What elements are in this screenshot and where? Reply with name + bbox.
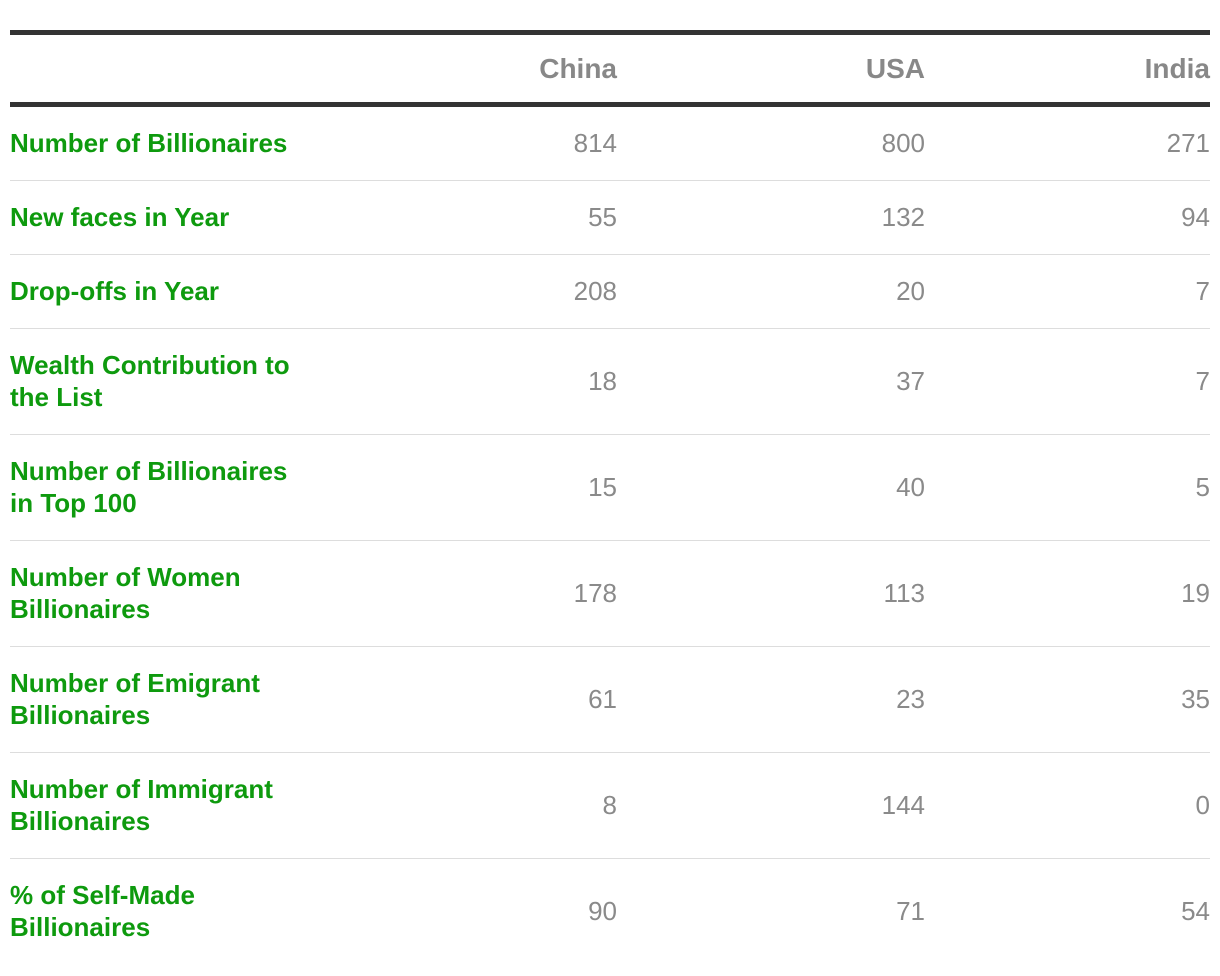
cell-value: 0 [925,752,1210,859]
column-header: USA [617,30,925,107]
table-row: Number of Billionaires 814 800 271 [10,104,1210,181]
cell-value: 19 [925,540,1210,647]
row-label: New faces in Year [10,180,310,255]
cell-value: 90 [588,896,617,926]
table-row: Number of Emigrant Billionaires 61 23 35 [10,646,1210,753]
cell-value: 5 [925,434,1210,541]
row-label: Wealth Contribution to the List [10,328,310,435]
row-label: Number of Immigrant Billionaires [10,752,310,859]
table-row: Wealth Contribution to the List 18 37 7 [10,328,1210,435]
cell-value: 40 [617,434,925,541]
table-row: Number of Billionaires in Top 100 15 40 5 [10,434,1210,541]
row-label: % of Self-Made Billionaires [10,880,195,942]
cell-value: 178 [310,540,617,647]
data-table: China USA India Number of Billionaires 814 8… [10,30,1210,964]
header-row: China USA India [10,30,1210,107]
cell-value: 144 [617,752,925,859]
row-label: Drop-offs in Year [10,254,310,329]
table-row: Number of Women Billionaires 178 113 19 [10,540,1210,647]
cell-value: 132 [617,180,925,255]
cell-value: 7 [925,328,1210,435]
row-label: Number of Women Billionaires [10,540,310,647]
cell-value: 35 [925,646,1210,753]
cell-value: 8 [310,752,617,859]
cell-value: 814 [310,104,617,181]
cell-value: 54 [1181,896,1210,926]
cell-value: 94 [925,180,1210,255]
cell-value: 208 [310,254,617,329]
header-corner [10,30,310,107]
table-body: Number of Billionaires 814 800 271 New faces… [10,104,1210,965]
table-header: China USA India [10,30,1210,107]
cell-value: 20 [617,254,925,329]
column-header: India [925,30,1210,107]
cell-value: 37 [617,328,925,435]
cell-value: 271 [925,104,1210,181]
table-row: New faces in Year 55 132 94 [10,180,1210,255]
cell-value: 113 [617,540,925,647]
table-row: Number of Immigrant Billionaires 8 144 0 [10,752,1210,859]
table-row: % of Self-Made Billionaires 90 71 54 [10,859,1210,965]
table-container: China USA India Number of Billionaires 814 8… [10,30,1210,964]
cell-value: 61 [310,646,617,753]
cell-value: 15 [310,434,617,541]
cell-value: 7 [925,254,1210,329]
cell-value: 800 [617,104,925,181]
column-header: China [310,30,617,107]
cell-value: 23 [617,646,925,753]
row-label: Number of Billionaires in Top 100 [10,434,310,541]
cell-value: 55 [310,180,617,255]
cell-value: 18 [310,328,617,435]
row-label: Number of Billionaires [10,104,310,181]
table-row: Drop-offs in Year 208 20 7 [10,254,1210,329]
cell-value: 71 [896,896,925,926]
row-label: Number of Emigrant Billionaires [10,646,310,753]
